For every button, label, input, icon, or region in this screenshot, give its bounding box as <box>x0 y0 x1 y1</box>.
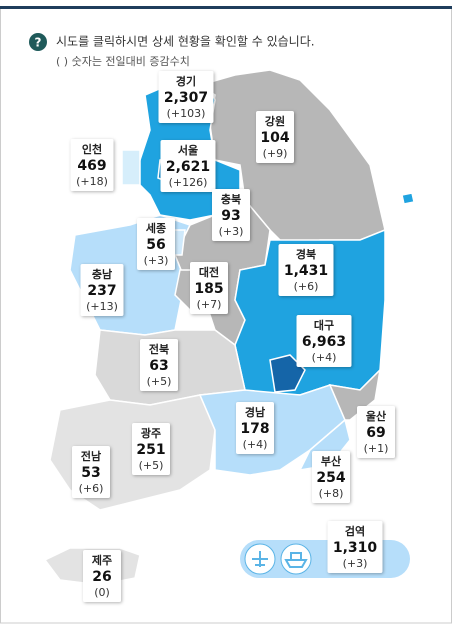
subnote: ( ) 숫자는 전일대비 증감수치 <box>56 54 190 68</box>
help-icon <box>29 33 47 51</box>
note: 시도를 클릭하시면 상세 현황을 확인할 수 있습니다. <box>56 35 315 49</box>
help-mark: ? <box>35 36 42 50</box>
region-box[interactable] <box>80 264 124 316</box>
region-change: (+8) <box>319 487 344 500</box>
region-count: 93 <box>221 208 240 224</box>
region-change: (+18) <box>76 175 108 188</box>
region-count: 2,621 <box>166 159 210 175</box>
region-count: 56 <box>146 237 165 253</box>
region-name: 충남 <box>92 267 112 281</box>
region-count: 104 <box>260 130 289 146</box>
region-change: (+7) <box>197 298 222 311</box>
region-count: 63 <box>149 358 168 374</box>
ship-glyph <box>284 552 308 568</box>
region-change: (+6) <box>79 482 104 495</box>
region-change: (+4) <box>312 351 337 364</box>
airplane-glyph <box>252 551 268 567</box>
region-name: 대전 <box>199 265 219 279</box>
region-count: 254 <box>316 470 345 486</box>
region-box[interactable] <box>83 550 121 602</box>
region-name: 울산 <box>366 409 386 423</box>
region-change: (+103) <box>167 107 206 120</box>
top-bar <box>0 6 452 9</box>
region-box[interactable] <box>256 111 294 163</box>
region-change: (+4) <box>243 438 268 451</box>
region-name: 광주 <box>141 427 161 440</box>
region-box[interactable] <box>312 451 350 503</box>
region-box[interactable] <box>140 339 178 391</box>
region-box[interactable] <box>278 244 334 296</box>
region-box[interactable] <box>296 315 352 367</box>
region-name: 제주 <box>92 553 112 567</box>
region-box[interactable] <box>236 402 274 454</box>
region-count: 185 <box>194 281 223 297</box>
region-box[interactable] <box>327 521 383 573</box>
region-name: 전북 <box>149 342 169 356</box>
region-change: (+3) <box>343 557 368 570</box>
region-count: 2,307 <box>164 90 208 106</box>
region-count: 1,431 <box>284 263 328 279</box>
region-box[interactable] <box>357 406 395 458</box>
labels: 경기2,307(+103)강원104(+9)인천469(+18)서울2,621(… <box>70 71 395 602</box>
region-count: 6,963 <box>302 334 346 350</box>
region-change: (+9) <box>263 147 288 160</box>
region-count: 178 <box>240 421 269 437</box>
region-change: (+1) <box>364 442 389 455</box>
region-count: 237 <box>87 283 116 299</box>
ulleung-area <box>401 192 415 205</box>
region-name: 경북 <box>296 247 316 261</box>
region-box[interactable] <box>160 140 216 192</box>
region-count: 1,310 <box>333 540 378 556</box>
region-change: (+3) <box>144 254 169 267</box>
region-name: 인천 <box>82 142 102 156</box>
region-box[interactable] <box>137 218 175 270</box>
region-change: (+5) <box>147 375 172 388</box>
region-box[interactable] <box>190 262 228 314</box>
region-name: 강원 <box>265 114 285 128</box>
region-name: 검역 <box>345 524 365 538</box>
region-count: 69 <box>366 425 385 441</box>
region-box[interactable] <box>72 446 110 498</box>
region-name: 전남 <box>81 449 101 463</box>
region-box[interactable] <box>70 139 114 191</box>
region-name: 충북 <box>221 192 241 206</box>
region-name: 경기 <box>176 74 196 88</box>
region-count: 469 <box>77 158 106 174</box>
region-name: 대구 <box>314 318 334 332</box>
region-change: (+3) <box>219 225 244 238</box>
daegu-area[interactable] <box>269 354 306 393</box>
region-change: (+5) <box>139 459 164 472</box>
region-box[interactable] <box>212 189 250 241</box>
region-name: 서울 <box>178 143 198 157</box>
region-count: 251 <box>136 442 165 458</box>
region-box[interactable] <box>132 423 170 475</box>
region-change: (+13) <box>86 300 118 313</box>
region-count: 26 <box>92 569 111 585</box>
region-name: 부산 <box>321 454 341 468</box>
region-change: (+6) <box>294 280 319 293</box>
region-box[interactable] <box>158 71 214 123</box>
region-name: 경남 <box>245 405 265 419</box>
region-name: 세종 <box>146 221 166 235</box>
region-change: (+126) <box>169 176 208 189</box>
region-change: (0) <box>94 586 110 599</box>
incheon-area[interactable] <box>121 149 141 186</box>
region-count: 53 <box>81 465 100 481</box>
